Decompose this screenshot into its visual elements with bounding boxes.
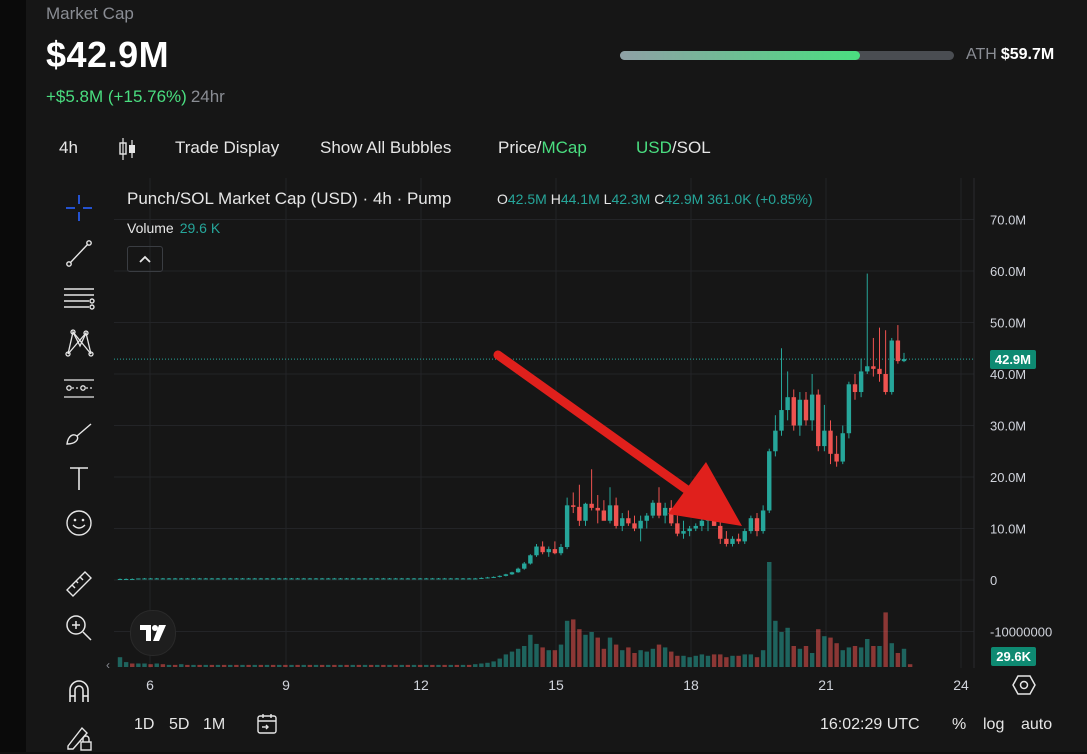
market-cap-value: $42.9M (46, 34, 170, 75)
tradingview-logo[interactable] (130, 610, 176, 656)
usd-label: USD (636, 138, 672, 157)
chart-settings-icon[interactable] (1012, 674, 1038, 698)
ath-progress-bar (620, 51, 954, 60)
forecast-icon[interactable] (62, 371, 96, 405)
ruler-icon[interactable] (62, 566, 96, 600)
sol-label: /SOL (671, 138, 711, 157)
chart-title: Punch/SOL Market Cap (USD) · 4h · Pump (127, 189, 452, 208)
zoom-in-icon[interactable] (62, 611, 96, 645)
price-label: Price/ (498, 138, 542, 157)
market-cap-change: +$5.8M (+15.76%) 24hr (46, 87, 225, 107)
ohlc-readout: O42.5M H44.1M L42.3M C42.9M 361.0K (+0.8… (497, 191, 813, 207)
candlestick-icon[interactable] (118, 136, 138, 167)
utc-clock[interactable]: 16:02:29 UTC (820, 716, 920, 733)
change-period: 24hr (190, 87, 225, 106)
close-label: C (654, 191, 665, 207)
ath-text: ATH (966, 46, 997, 63)
ath-value: $59.7M (1000, 46, 1055, 63)
volume-legend: Volume 29.6 K (127, 220, 220, 236)
price-mcap-toggle[interactable]: Price/MCap (498, 138, 587, 158)
chart-toolbar: 4h Trade Display Show All Bubbles Price/… (40, 138, 760, 162)
interval-button[interactable]: 4h (59, 138, 78, 157)
fib-lines-icon[interactable] (62, 281, 96, 315)
brush-icon[interactable] (62, 416, 96, 450)
market-cap-label: Market Cap (46, 4, 134, 23)
open-label: O (497, 191, 508, 207)
magnet-icon[interactable] (62, 674, 96, 708)
last-price-tag: 42.9M (989, 350, 1036, 369)
range-5d-button[interactable]: 5D (169, 716, 190, 733)
volume-label: Volume (127, 220, 174, 236)
open-value: 42.5M (507, 191, 547, 207)
low-label: L (603, 191, 612, 207)
crosshair-icon[interactable] (62, 191, 96, 225)
lock-drawing-icon[interactable] (62, 720, 96, 754)
tradingview-logo-icon (140, 625, 166, 641)
log-scale-button[interactable]: log (983, 716, 1005, 733)
collapse-legend-button[interactable] (127, 246, 163, 272)
change-amount: +$5.8M (+15.76%) (46, 87, 187, 106)
percent-scale-button[interactable]: % (952, 716, 967, 733)
volume-value: 29.6 K (179, 220, 221, 236)
trend-line-icon[interactable] (62, 236, 96, 270)
close-value: 42.9M (664, 191, 704, 207)
ath-label: ATH $59.7M (966, 46, 1054, 64)
low-value: 42.3M (611, 191, 651, 207)
range-1d-button[interactable]: 1D (134, 716, 155, 733)
high-value: 44.1M (560, 191, 600, 207)
left-border (0, 0, 26, 752)
change-value: 361.0K (+0.85%) (707, 191, 813, 207)
high-label: H (550, 191, 561, 207)
volume-tag: 29.6K (991, 647, 1036, 666)
show-all-bubbles-button[interactable]: Show All Bubbles (320, 138, 452, 157)
range-1m-button[interactable]: 1M (203, 716, 226, 733)
trade-display-button[interactable]: Trade Display (175, 138, 280, 157)
usd-sol-toggle[interactable]: USD/SOL (636, 138, 711, 158)
pattern-icon[interactable] (62, 326, 96, 360)
chart-panel (26, 0, 1087, 752)
text-tool-icon[interactable] (62, 461, 96, 495)
chevron-up-icon (139, 255, 151, 263)
ath-progress-fill (620, 51, 861, 60)
goto-date-icon[interactable] (255, 712, 279, 741)
auto-scale-button[interactable]: auto (1021, 716, 1053, 733)
emoji-icon[interactable] (62, 506, 96, 540)
mcap-label: MCap (541, 138, 587, 157)
